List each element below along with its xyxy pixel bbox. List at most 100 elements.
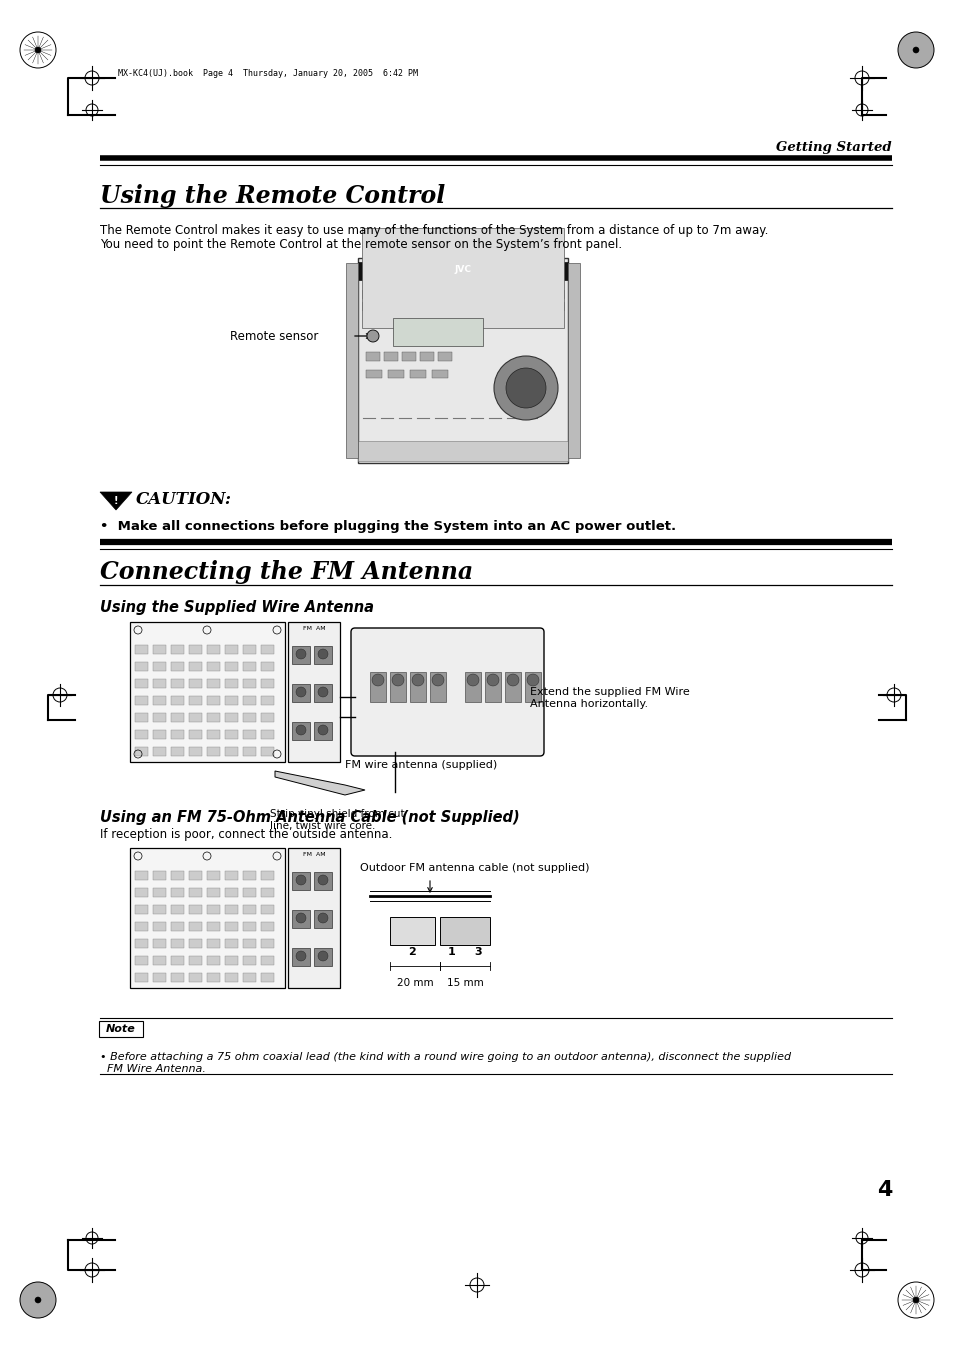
Bar	[207, 973, 220, 982]
Bar	[171, 747, 184, 757]
Bar	[135, 973, 148, 982]
Circle shape	[912, 1297, 918, 1302]
Circle shape	[295, 913, 306, 923]
Bar	[152, 957, 166, 965]
Bar	[357, 440, 567, 461]
Bar	[207, 662, 220, 671]
Text: Connecting the FM Antenna: Connecting the FM Antenna	[100, 561, 473, 584]
Bar	[366, 353, 379, 361]
Bar	[135, 730, 148, 739]
Bar	[225, 680, 237, 688]
Bar	[152, 696, 166, 705]
Bar	[292, 646, 310, 663]
Bar	[152, 939, 166, 948]
Circle shape	[317, 725, 328, 735]
Bar	[130, 621, 285, 762]
Bar	[189, 680, 202, 688]
Text: Remote sensor: Remote sensor	[230, 330, 318, 343]
Bar	[261, 662, 274, 671]
Text: 2: 2	[408, 947, 416, 957]
Bar	[225, 905, 237, 915]
Text: 1: 1	[448, 947, 456, 957]
Bar	[430, 671, 446, 703]
Bar	[152, 713, 166, 721]
Text: !: !	[113, 496, 118, 507]
Bar	[261, 957, 274, 965]
Bar	[261, 921, 274, 931]
Bar	[393, 317, 482, 346]
Text: You need to point the Remote Control at the remote sensor on the System’s front : You need to point the Remote Control at …	[100, 238, 621, 251]
Text: Using the Supplied Wire Antenna: Using the Supplied Wire Antenna	[100, 600, 374, 615]
Bar	[524, 671, 540, 703]
Bar	[189, 905, 202, 915]
Circle shape	[35, 47, 41, 53]
Bar	[189, 730, 202, 739]
Bar	[189, 921, 202, 931]
Bar	[207, 696, 220, 705]
Bar	[567, 263, 579, 458]
Bar	[370, 671, 386, 703]
Bar	[261, 713, 274, 721]
Circle shape	[295, 688, 306, 697]
Bar	[189, 888, 202, 897]
Bar	[152, 747, 166, 757]
Bar	[225, 747, 237, 757]
Circle shape	[412, 674, 423, 686]
Bar	[189, 939, 202, 948]
Polygon shape	[100, 492, 132, 509]
Text: Note: Note	[106, 1024, 135, 1034]
Text: Getting Started: Getting Started	[776, 142, 891, 154]
Bar	[314, 871, 332, 890]
Bar	[288, 621, 339, 762]
Bar	[261, 730, 274, 739]
Bar	[189, 973, 202, 982]
Bar	[189, 696, 202, 705]
Bar	[152, 973, 166, 982]
Bar	[225, 730, 237, 739]
Bar	[361, 290, 563, 299]
Text: Outdoor FM antenna cable (not supplied): Outdoor FM antenna cable (not supplied)	[359, 863, 589, 873]
Bar	[207, 730, 220, 739]
Bar	[225, 662, 237, 671]
Bar	[189, 747, 202, 757]
Circle shape	[367, 330, 378, 342]
Circle shape	[526, 674, 538, 686]
Bar	[152, 662, 166, 671]
Bar	[189, 957, 202, 965]
Bar	[225, 888, 237, 897]
Bar	[152, 730, 166, 739]
Bar	[243, 957, 255, 965]
Bar	[419, 353, 434, 361]
Bar	[243, 747, 255, 757]
Circle shape	[317, 648, 328, 659]
Bar	[171, 905, 184, 915]
Bar	[261, 644, 274, 654]
Bar	[171, 696, 184, 705]
Text: FM  AM: FM AM	[302, 852, 325, 858]
Bar	[225, 696, 237, 705]
Circle shape	[392, 674, 403, 686]
Bar	[207, 888, 220, 897]
Bar	[410, 671, 426, 703]
Text: JVC: JVC	[454, 266, 471, 274]
Bar	[314, 721, 332, 740]
Circle shape	[505, 367, 545, 408]
Bar	[152, 871, 166, 880]
Text: FM  AM: FM AM	[302, 627, 325, 631]
Bar	[135, 644, 148, 654]
Bar	[225, 713, 237, 721]
Bar	[437, 353, 452, 361]
Circle shape	[897, 1282, 933, 1319]
Circle shape	[432, 674, 443, 686]
Bar	[152, 680, 166, 688]
FancyBboxPatch shape	[351, 628, 543, 757]
Bar	[261, 905, 274, 915]
Circle shape	[20, 1282, 56, 1319]
Bar	[135, 905, 148, 915]
Polygon shape	[274, 771, 365, 794]
Bar	[243, 888, 255, 897]
Bar	[401, 353, 416, 361]
Circle shape	[317, 875, 328, 885]
Bar	[171, 921, 184, 931]
Bar	[243, 973, 255, 982]
